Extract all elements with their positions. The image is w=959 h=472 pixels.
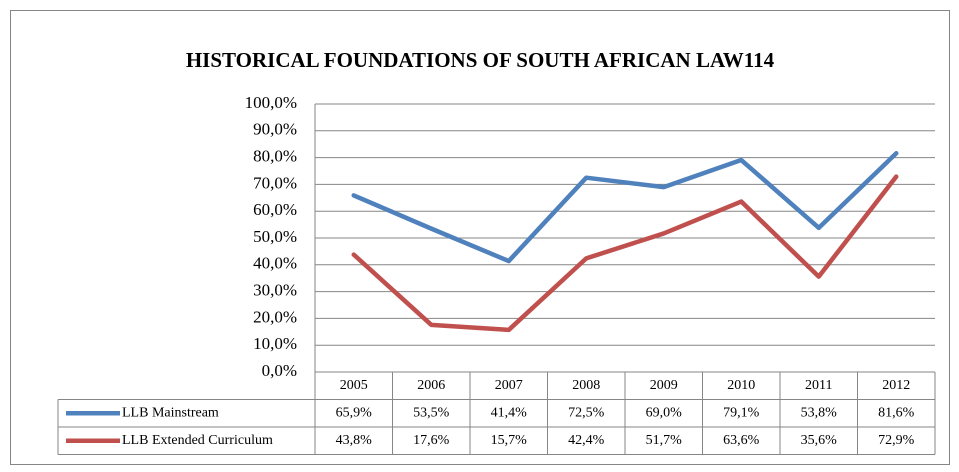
y-tick-label: 20,0% [253, 307, 297, 326]
y-tick-label: 30,0% [253, 281, 297, 300]
x-tick-label: 2011 [805, 378, 832, 393]
value-label: 15,7% [491, 433, 528, 448]
y-tick-label: 10,0% [253, 334, 297, 353]
value-label: 51,7% [646, 433, 683, 448]
value-label: 35,6% [801, 433, 838, 448]
value-label: 72,5% [568, 405, 605, 420]
value-label: 79,1% [723, 405, 760, 420]
value-label: 65,9% [336, 405, 373, 420]
y-tick-label: 0,0% [262, 361, 297, 380]
x-tick-label: 2006 [417, 378, 445, 393]
value-label: 42,4% [568, 433, 605, 448]
value-label: 41,4% [491, 405, 528, 420]
value-label: 81,6% [878, 405, 915, 420]
value-label: 69,0% [646, 405, 683, 420]
y-tick-label: 60,0% [253, 200, 297, 219]
value-label: 17,6% [413, 433, 450, 448]
value-label: 43,8% [336, 433, 373, 448]
value-label: 72,9% [878, 433, 915, 448]
y-tick-label: 80,0% [253, 147, 297, 166]
value-label: 53,8% [801, 405, 838, 420]
y-tick-label: 90,0% [253, 120, 297, 139]
x-tick-label: 2012 [882, 378, 910, 393]
series-line [351, 174, 899, 333]
legend-label: LLB Extended Curriculum [122, 433, 273, 448]
value-label: 63,6% [723, 433, 760, 448]
y-tick-label: 70,0% [253, 173, 297, 192]
y-tick-label: 100,0% [245, 93, 297, 112]
y-tick-label: 50,0% [253, 227, 297, 246]
x-tick-label: 2010 [727, 378, 755, 393]
x-tick-label: 2005 [340, 378, 368, 393]
value-label: 53,5% [413, 405, 450, 420]
chart-title: HISTORICAL FOUNDATIONS OF SOUTH AFRICAN … [186, 48, 775, 72]
x-tick-label: 2007 [495, 378, 523, 393]
series-line [351, 151, 899, 264]
legend-label: LLB Mainstream [122, 405, 219, 420]
x-tick-label: 2008 [572, 378, 600, 393]
x-tick-label: 2009 [650, 378, 678, 393]
y-tick-label: 40,0% [253, 254, 297, 273]
